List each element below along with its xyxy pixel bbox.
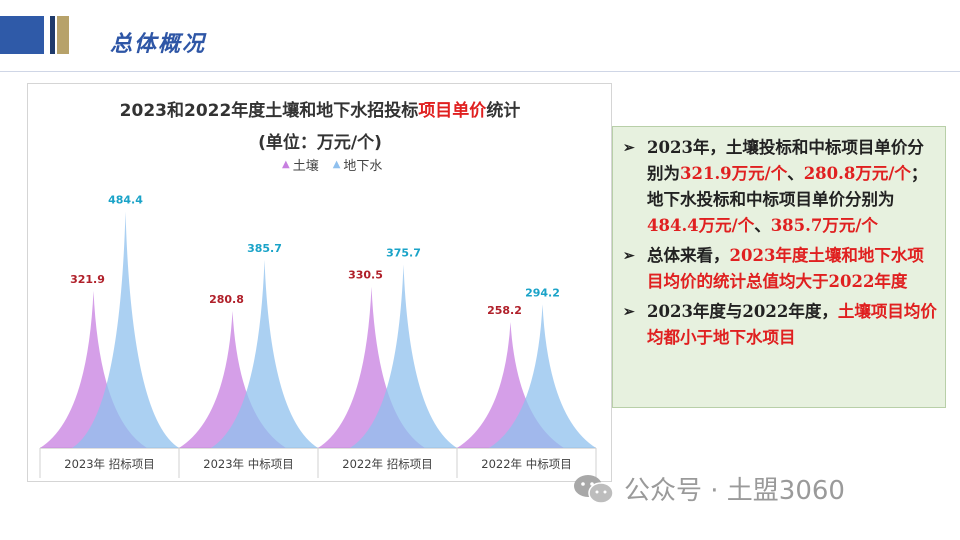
info-b2-red: 2023年度土壤和地下水项目均价的统计总值均大于2022年度 [647,246,924,291]
info-b1-text: 2023年，土壤投标和中标项目单价分别为 [647,138,924,183]
mark-soil-1 [178,310,287,448]
wechat-icon [574,474,614,504]
value-label-soil-1: 280.8 [209,293,244,306]
legend-item-groundwater: ▲ 地下水 [333,155,383,174]
category-label-1: 2023年 中标项目 [203,457,293,471]
mark-soil-0 [39,290,148,448]
info-b1-v4: 385.7万元/个 [770,216,878,235]
value-label-soil-2: 330.5 [348,269,383,282]
info-bullet-3: ➢ 2023年度与2022年度，土壤项目均价均都小于地下水项目 [623,299,937,351]
mark-groundwater-3 [488,304,597,448]
bullet-arrow-icon: ➢ [623,248,635,264]
chart-title-highlight: 项目单价 [418,101,487,121]
legend-item-soil: ▲ 土壤 [282,155,319,174]
mark-groundwater-0 [71,211,180,448]
watermark-text: 公众号 · 土盟3060 [624,476,845,506]
info-b2-text: 总体来看， [647,246,730,265]
value-label-groundwater-2: 375.7 [386,247,421,260]
info-b3-red: 土壤项目均价均都小于地下水项目 [647,302,937,347]
mark-groundwater-1 [210,259,319,448]
legend-label-soil: 土壤 [292,159,319,174]
chart-title: 2023和2022年度土壤和地下水招投标项目单价统计 [0,96,640,121]
value-label-soil-3: 258.2 [487,304,522,317]
chart-title-prefix: 2023和2022年度土壤和地下水招投标 [119,101,419,121]
page-title: 总体概况 [110,31,207,57]
bullet-arrow-icon: ➢ [623,304,635,320]
info-box: ➢ 2023年，土壤投标和中标项目单价分别为321.9万元/个、280.8万元/… [612,126,946,408]
info-b1-v2: 280.8万元/个 [803,164,911,183]
info-b1-v3: 484.4万元/个 [647,216,755,235]
mark-soil-3 [456,321,565,448]
info-b1-sep: 、 [787,164,804,183]
value-label-groundwater-0: 484.4 [108,194,143,207]
bullet-arrow-icon: ➢ [623,140,635,156]
chart-title-suffix: 统计 [486,101,521,121]
info-b1-text2: ；地下水投标和中标项目单价分别为 [647,164,928,209]
legend-swatch-soil: ▲ [282,159,290,170]
chart-legend: ▲ 土壤 ▲ 地下水 [282,155,382,174]
category-label-3: 2022年 中标项目 [481,457,571,471]
info-b1-sep2: 、 [754,216,771,235]
header-divider [0,71,960,72]
category-label-2: 2022年 招标项目 [342,457,432,471]
info-b3-text: 2023年度与2022年度， [647,302,838,321]
value-label-groundwater-3: 294.2 [525,286,560,299]
mark-soil-2 [317,286,426,448]
category-label-0: 2023年 招标项目 [64,457,154,471]
info-bullet-2: ➢ 总体来看，2023年度土壤和地下水项目均价的统计总值均大于2022年度 [623,243,937,295]
legend-swatch-groundwater: ▲ [332,159,341,170]
value-label-groundwater-1: 385.7 [247,242,282,255]
info-bullet-1: ➢ 2023年，土壤投标和中标项目单价分别为321.9万元/个、280.8万元/… [623,135,937,239]
info-b1-v1: 321.9万元/个 [680,164,788,183]
value-label-soil-0: 321.9 [70,273,105,286]
mark-groundwater-2 [349,264,458,448]
chart-subtitle: (单位：万元/个) [258,133,382,153]
legend-label-groundwater: 地下水 [343,159,383,174]
watermark: 公众号 · 土盟3060 [572,470,845,507]
